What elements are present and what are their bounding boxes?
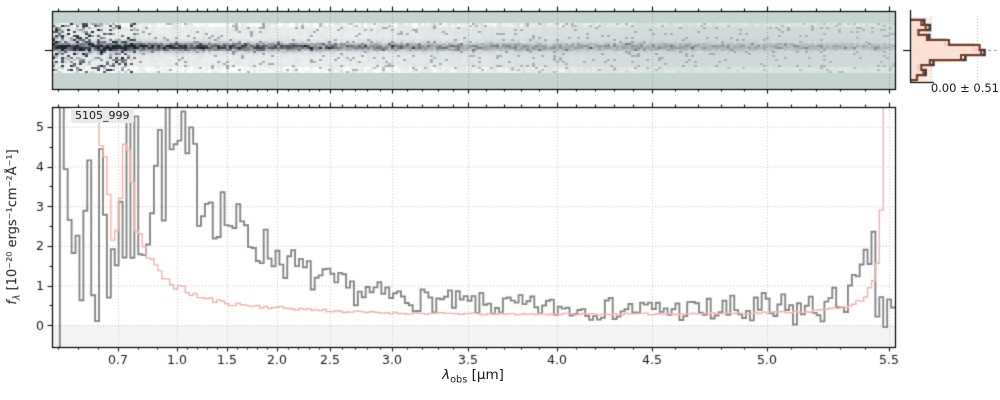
source-id-label: 5105_999 [71,108,134,123]
x-axis-subscript: obs [450,374,468,386]
spectrum-1d-plot [0,100,1000,380]
histogram-stats-label: 0.00 ± 0.51 [930,81,999,95]
x-axis-label: λobs [μm] [373,367,573,386]
y-axis-units: [10⁻²⁰ ergs⁻¹cm⁻²Å⁻¹] [5,149,21,295]
noise-histogram-panel [896,0,1000,100]
spectrum-2d-panel [40,0,910,102]
x-axis-units: [μm] [467,367,504,383]
y-axis-symbol: f [5,300,21,305]
y-axis-subscript: λ [11,294,23,301]
y-axis-label: fλ [10⁻²⁰ ergs⁻¹cm⁻²Å⁻¹] [5,149,23,304]
x-axis-symbol: λ [442,367,451,383]
